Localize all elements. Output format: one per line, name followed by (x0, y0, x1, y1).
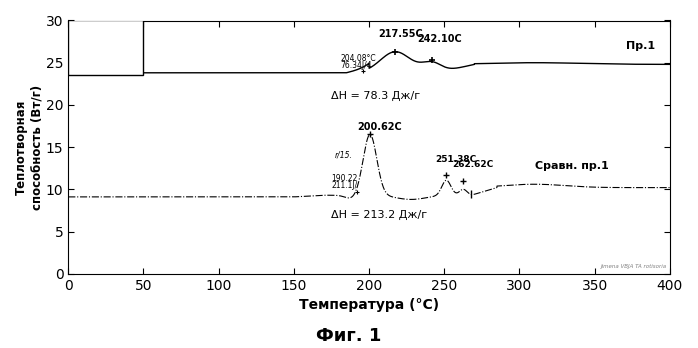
Text: r/15.: r/15. (334, 151, 352, 160)
Text: ΔH = 213.2 Дж/г: ΔH = 213.2 Дж/г (332, 209, 428, 220)
Text: 217.55С: 217.55С (378, 29, 423, 39)
Text: Пр.1: Пр.1 (625, 41, 655, 51)
Text: 242.10С: 242.10С (417, 34, 462, 44)
Text: 262.62С: 262.62С (452, 160, 493, 169)
Text: 251.38С: 251.38С (436, 155, 477, 164)
Text: ΔH = 78.3 Дж/г: ΔH = 78.3 Дж/г (332, 92, 421, 102)
Text: 190.22: 190.22 (332, 174, 358, 183)
Text: 200.62С: 200.62С (357, 122, 402, 132)
Y-axis label: Теплотворная
способность (Вт/г): Теплотворная способность (Вт/г) (15, 85, 43, 209)
Text: 211.1J/: 211.1J/ (332, 181, 357, 190)
Text: 204.08°С: 204.08°С (341, 54, 376, 63)
Text: 76.34J/4: 76.34J/4 (341, 61, 372, 70)
Text: Сравн. пр.1: Сравн. пр.1 (535, 161, 608, 171)
Text: Фиг. 1: Фиг. 1 (316, 326, 382, 345)
Text: Jimena VBJA TA rotisoria: Jimena VBJA TA rotisoria (601, 264, 667, 269)
Bar (68, 21, 144, 76)
X-axis label: Температура (°С): Температура (°С) (299, 298, 439, 312)
